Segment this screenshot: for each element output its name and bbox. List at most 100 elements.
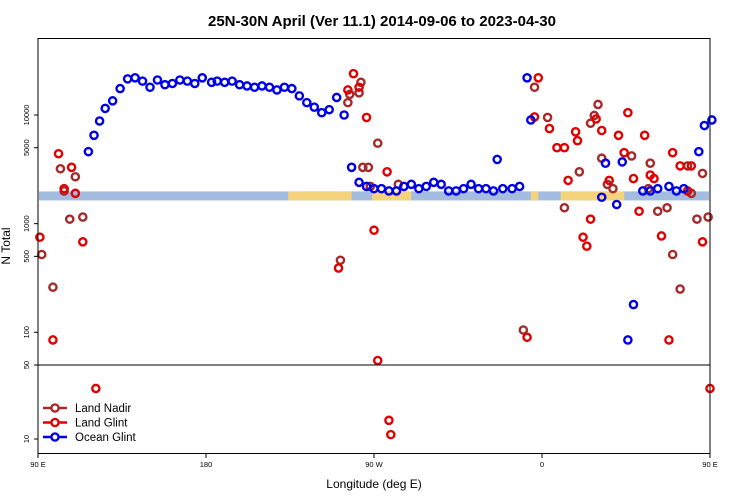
point-0-11 bbox=[356, 77, 366, 88]
point-2-43 bbox=[399, 181, 409, 192]
point-2-52 bbox=[466, 179, 476, 190]
legend-label-2: Ocean Glint bbox=[75, 432, 137, 444]
point-1-13 bbox=[369, 225, 379, 236]
point-2-24 bbox=[257, 81, 267, 91]
data-points bbox=[35, 68, 717, 440]
point-1-15 bbox=[382, 167, 392, 177]
point-2-45 bbox=[413, 183, 424, 194]
point-2-67 bbox=[628, 299, 639, 310]
y-axis: 10 50 100 500 1000 5000 10000 bbox=[22, 105, 38, 443]
point-2-19 bbox=[219, 77, 230, 88]
point-2-29 bbox=[294, 91, 305, 101]
point-0-7 bbox=[335, 255, 346, 266]
point-1-43 bbox=[667, 147, 678, 158]
y-tick-label-1: 50 bbox=[22, 361, 31, 369]
series-ocean-glint bbox=[83, 72, 717, 345]
point-1-14 bbox=[372, 355, 383, 366]
point-2-66 bbox=[623, 335, 633, 345]
y-tick-label-5: 5000 bbox=[22, 139, 31, 156]
legend-marker-0 bbox=[50, 403, 60, 413]
point-1-2 bbox=[53, 148, 64, 159]
point-1-23 bbox=[559, 142, 570, 153]
point-2-70 bbox=[652, 183, 663, 194]
point-1-42 bbox=[664, 335, 674, 345]
point-0-6 bbox=[78, 212, 88, 222]
x-axis: 90 E 180 90 W 0 90 E bbox=[30, 453, 718, 469]
point-1-0 bbox=[35, 232, 45, 243]
x-axis-label: Longitude (deg E) bbox=[326, 477, 421, 491]
point-2-37 bbox=[354, 177, 364, 188]
x-tick-label-3: 0 bbox=[540, 460, 544, 469]
band-yellow-0 bbox=[288, 191, 352, 201]
point-0-30 bbox=[645, 158, 656, 169]
point-2-50 bbox=[451, 186, 461, 196]
point-0-13 bbox=[363, 162, 374, 173]
x-tick-label-2: 90 W bbox=[365, 460, 383, 469]
point-2-72 bbox=[671, 186, 682, 196]
y-tick-label-3: 500 bbox=[22, 250, 31, 263]
point-1-20 bbox=[533, 72, 544, 83]
point-2-34 bbox=[331, 92, 342, 103]
legend-item-2: Ocean Glint bbox=[43, 432, 137, 444]
point-0-21 bbox=[574, 167, 585, 177]
point-1-7 bbox=[91, 383, 101, 394]
point-2-68 bbox=[638, 186, 648, 196]
y-tick-label-4: 1000 bbox=[22, 215, 31, 232]
point-1-28 bbox=[582, 241, 592, 252]
point-1-11 bbox=[354, 82, 364, 93]
plot-frame bbox=[37, 38, 711, 454]
point-2-27 bbox=[279, 82, 290, 93]
point-2-71 bbox=[664, 181, 674, 192]
point-1-4 bbox=[66, 162, 77, 173]
legend: Land Nadir Land Glint Ocean Glint bbox=[43, 403, 137, 444]
point-1-24 bbox=[563, 175, 573, 186]
band-yellow-2 bbox=[530, 191, 539, 201]
point-0-10 bbox=[354, 88, 364, 98]
point-1-6 bbox=[78, 237, 88, 247]
point-0-37 bbox=[692, 214, 702, 224]
point-1-33 bbox=[613, 130, 624, 141]
point-0-24 bbox=[593, 99, 603, 110]
point-2-61 bbox=[526, 115, 536, 125]
point-2-40 bbox=[376, 183, 387, 194]
point-2-22 bbox=[242, 81, 252, 91]
point-2-10 bbox=[152, 75, 163, 85]
point-2-60 bbox=[522, 72, 532, 83]
point-1-47 bbox=[697, 237, 708, 247]
point-1-8 bbox=[333, 263, 344, 273]
point-2-74 bbox=[694, 146, 704, 157]
point-0-8 bbox=[343, 97, 353, 108]
point-0-12 bbox=[357, 162, 368, 173]
legend-label-1: Land Glint bbox=[75, 418, 128, 430]
coverage-band bbox=[39, 191, 709, 201]
point-2-0 bbox=[83, 146, 94, 157]
point-1-41 bbox=[656, 231, 667, 241]
point-1-22 bbox=[552, 142, 562, 153]
point-0-28 bbox=[626, 151, 637, 161]
point-2-36 bbox=[346, 162, 357, 173]
point-2-15 bbox=[189, 78, 200, 89]
series-land-glint bbox=[35, 68, 715, 440]
point-0-38 bbox=[697, 168, 708, 179]
legend-marker-1 bbox=[50, 417, 60, 428]
point-2-32 bbox=[316, 107, 327, 118]
point-2-1 bbox=[89, 130, 99, 141]
point-0-2 bbox=[55, 163, 66, 174]
point-2-47 bbox=[428, 177, 439, 188]
point-2-8 bbox=[137, 76, 148, 86]
point-1-1 bbox=[48, 335, 58, 345]
point-2-58 bbox=[507, 183, 517, 194]
legend-item-1: Land Glint bbox=[43, 418, 128, 430]
point-2-26 bbox=[272, 85, 282, 95]
point-0-15 bbox=[372, 138, 383, 149]
point-1-18 bbox=[522, 332, 532, 343]
y-axis-label: N Total bbox=[0, 227, 13, 264]
point-2-56 bbox=[492, 154, 503, 165]
point-2-53 bbox=[473, 183, 484, 194]
point-1-31 bbox=[596, 125, 607, 136]
point-2-20 bbox=[227, 76, 237, 86]
x-tick-label-4: 90 E bbox=[702, 460, 717, 469]
point-1-16 bbox=[384, 415, 394, 426]
x-tick-label-1: 180 bbox=[200, 460, 213, 469]
